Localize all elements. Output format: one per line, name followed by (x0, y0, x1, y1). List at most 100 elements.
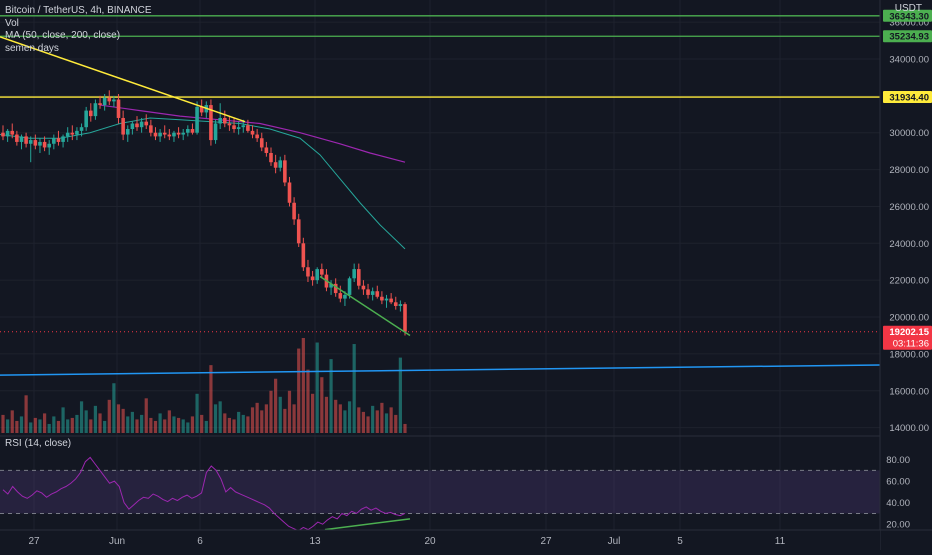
countdown-label: 03:11:36 (893, 339, 929, 350)
volume-bar (29, 422, 33, 433)
volume-bar (56, 420, 61, 433)
candle-body (393, 302, 398, 306)
volume-bar (84, 410, 88, 433)
ma-indicator-label[interactable]: MA (50, close, 200, close) (5, 30, 121, 41)
candlesticks (1, 90, 407, 336)
volume-bar (306, 369, 310, 433)
volume-bar (227, 417, 232, 433)
candle-body (310, 276, 315, 281)
volume-bar (167, 410, 171, 433)
candle-body (278, 160, 283, 168)
volume-bar (209, 365, 213, 433)
rsi-tick-label: 40.00 (886, 498, 910, 509)
symbol-title[interactable]: Bitcoin / TetherUS, 4h, BINANCE (5, 5, 152, 16)
candle-body (61, 136, 65, 142)
candle-body (255, 134, 259, 139)
volume-bar (172, 416, 176, 433)
candle-body (10, 130, 15, 135)
price-tick-label: 20000.00 (889, 313, 929, 324)
price-label-box (883, 91, 932, 104)
candle-body (199, 106, 204, 113)
candle-body (52, 138, 56, 144)
volume-bar (292, 404, 296, 433)
price-tick-label: 14000.00 (889, 423, 929, 434)
volume-bar (112, 383, 116, 433)
volume-bar (213, 404, 218, 433)
volume-bar (42, 413, 47, 433)
candle-body (241, 125, 246, 128)
volume-bar (287, 390, 292, 433)
volume-bar (232, 419, 236, 433)
volume-bar (389, 407, 393, 433)
volume-indicator-label[interactable]: Vol (5, 17, 19, 29)
trend-lines[interactable] (0, 36, 881, 376)
candle-body (222, 117, 227, 124)
blue-trendline (0, 364, 881, 376)
volume-bar (153, 420, 158, 433)
candle-body (84, 110, 88, 128)
candle-body (338, 293, 343, 299)
candle-body (403, 304, 407, 332)
volume-bar (274, 378, 278, 433)
price-tick-label: 28000.00 (889, 165, 929, 176)
candle-body (98, 103, 102, 106)
time-tick-label: 20 (424, 536, 436, 547)
candle-body (93, 103, 98, 117)
volume-bars (1, 338, 407, 433)
volume-bar (394, 414, 398, 433)
candle-body (158, 132, 162, 137)
volume-bar (329, 359, 333, 433)
volume-bar (130, 411, 134, 433)
price-tick-label: 36000.00 (889, 18, 929, 29)
volume-bar (195, 393, 199, 433)
candle-body (283, 160, 287, 183)
time-axis-background (0, 530, 880, 550)
candle-body (181, 132, 186, 135)
candle-body (47, 143, 52, 148)
volume-bar (204, 420, 208, 433)
price-label: 19202.15 (889, 327, 929, 338)
volume-bar (320, 377, 324, 433)
volume-bar (352, 344, 356, 433)
candle-body (186, 129, 190, 133)
volume-bar (107, 399, 111, 433)
volume-bar (380, 402, 384, 433)
time-axis[interactable]: 27 Jun 6 13 20 27 Jul 5 11 (0, 529, 932, 550)
volume-bar (283, 408, 287, 433)
yellow-trendline (0, 36, 246, 123)
price-tick-label: 18000.00 (889, 349, 929, 360)
candle-body (167, 134, 172, 137)
custom-indicator-label[interactable]: semen days (5, 42, 59, 54)
volume-bar (163, 419, 167, 433)
time-tick-label: 11 (775, 536, 786, 547)
horizontal-levels[interactable] (0, 15, 880, 333)
volume-bar (347, 401, 352, 433)
candle-body (366, 289, 370, 295)
volume-bar (241, 414, 245, 433)
candle-body (144, 121, 149, 126)
candle-body (176, 132, 181, 135)
candle-body (139, 121, 144, 128)
candle-body (315, 269, 320, 281)
volume-bar (371, 405, 375, 433)
price-tick-label: 30000.00 (889, 128, 929, 139)
volume-bar (246, 416, 250, 433)
price-label: 36343.30 (889, 11, 929, 22)
price-axis[interactable]: 14000.00 16000.00 18000.00 20000.00 22000.00… (879, 0, 932, 550)
time-tick-label: 13 (309, 536, 321, 547)
time-tick-label: 6 (197, 536, 203, 547)
volume-bar (140, 414, 144, 433)
rsi-legend[interactable]: RSI (14, close) (5, 438, 72, 449)
volume-bar (89, 419, 93, 433)
price-label-box (883, 30, 932, 43)
volume-bar (98, 413, 102, 433)
candle-body (398, 304, 403, 306)
candle-body (112, 99, 116, 102)
candle-body (232, 125, 236, 130)
candle-body (384, 298, 389, 301)
volume-bar (103, 420, 107, 433)
volume-bar (33, 417, 37, 433)
